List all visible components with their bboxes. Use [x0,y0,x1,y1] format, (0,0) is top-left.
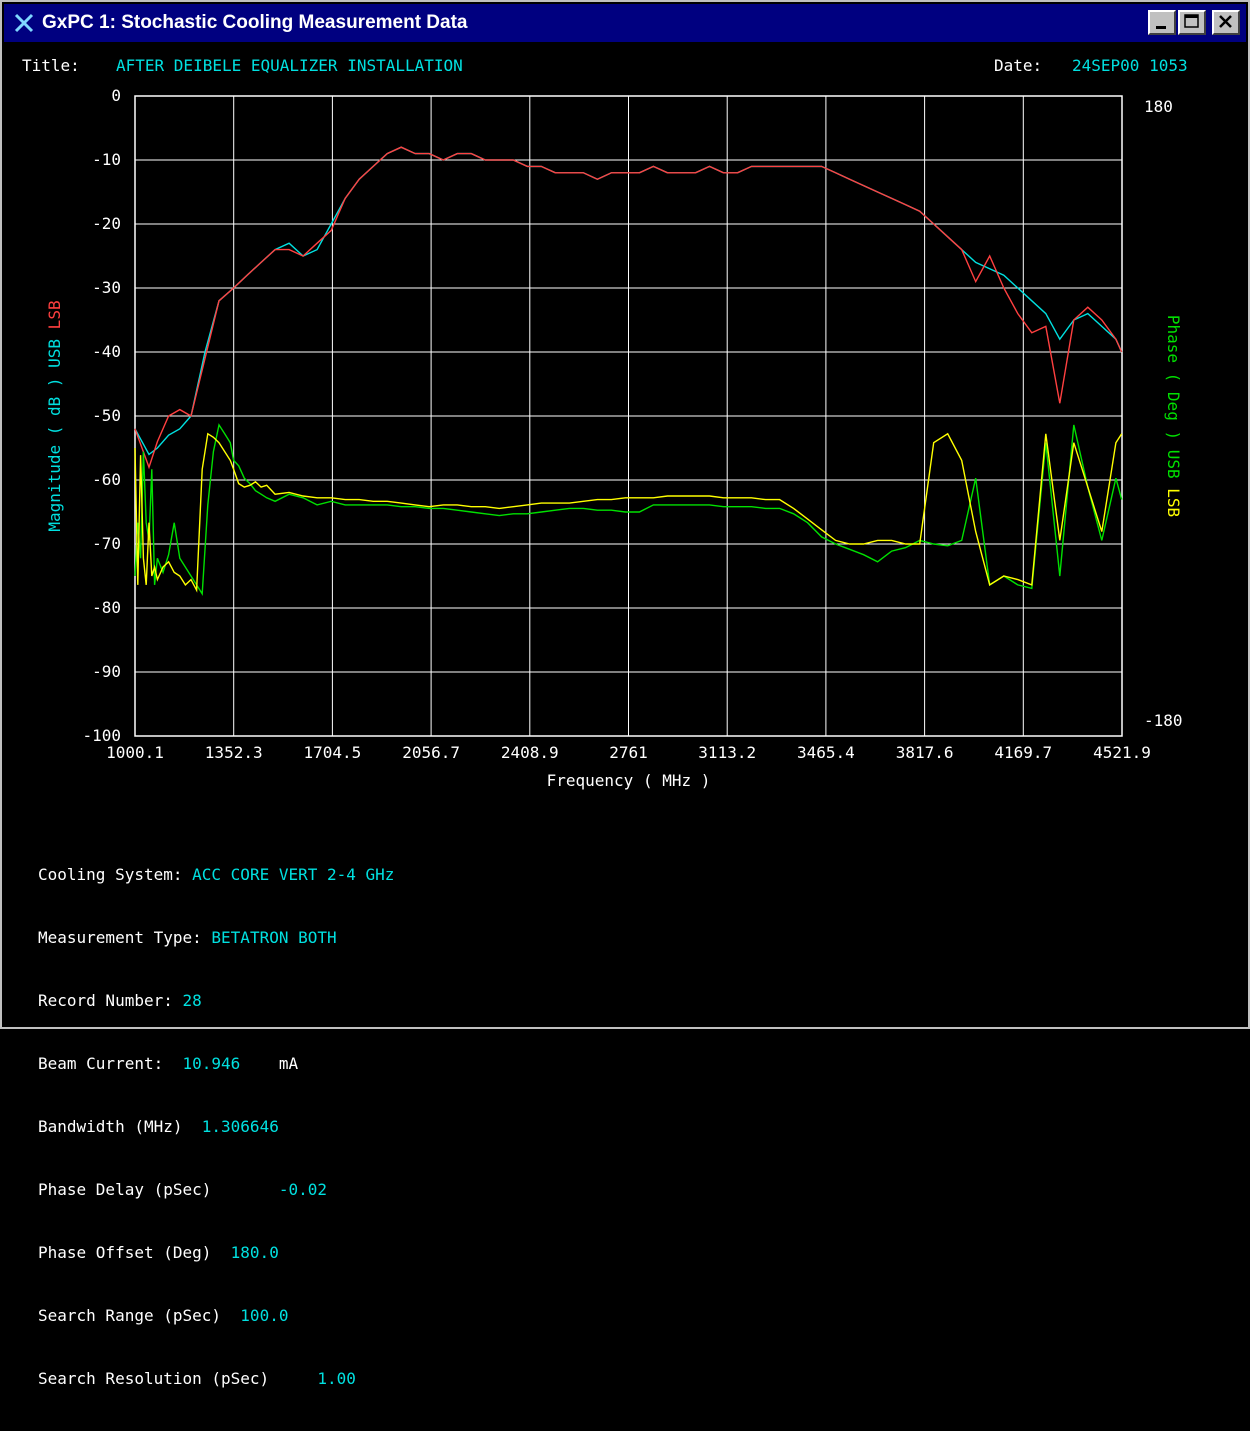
search-resolution-value: 1.00 [317,1369,356,1388]
y-tick-label: -70 [92,534,121,553]
series-line-magnitude-lsb [134,146,1123,470]
y-tick-label: -100 [82,726,121,745]
beam-current-label: Beam Current: [38,1054,164,1073]
phase-offset-value: 180.0 [230,1243,279,1262]
y-tick-label: -30 [92,278,121,297]
minimize-button[interactable] [1148,10,1176,35]
x-tick-label: 4521.9 [1093,743,1151,762]
y-tick-label: -80 [92,598,121,617]
maximize-icon [1184,14,1199,28]
record-number-value: 28 [182,991,202,1010]
y2-tick-label-bottom: -180 [1144,711,1183,730]
cooling-system-label: Cooling System: [38,865,183,884]
left-axis-label-text: Magnitude ( dB ) USB LSB [45,300,64,531]
right-axis-label: Phase ( Deg ) USB LSB [1164,315,1183,517]
y-tick-label: -60 [92,470,121,489]
y-tick-label: -40 [92,342,121,361]
x-tick-label: 1704.5 [304,743,362,762]
date-value: 24SEP00 1053 [1072,56,1188,75]
window-title: GxPC 1: Stochastic Cooling Measurement D… [42,12,468,33]
bandwidth-label: Bandwidth (MHz) [38,1117,183,1136]
right-axis-label-text: Phase ( Deg ) USB LSB [1164,315,1183,517]
record-number-label: Record Number: [38,991,173,1010]
title-value: AFTER DEIBELE EQUALIZER INSTALLATION [116,56,463,75]
measurement-type-value: BETATRON BOTH [211,928,337,947]
close-button[interactable] [1212,10,1240,35]
measurement-type-label: Measurement Type: [38,928,202,947]
y-tick-label: -50 [92,406,121,425]
beam-current-value: 10.946 [182,1054,241,1073]
search-range-label: Search Range (pSec) [38,1306,222,1325]
search-resolution-label: Search Resolution (pSec) [38,1369,270,1388]
app-window: GxPC 1: Stochastic Cooling Measurement D… [0,0,1250,1388]
x-tick-label: 1000.1 [106,743,164,762]
left-axis-label: Magnitude ( dB ) USB LSB [45,300,64,531]
y-tick-label: -20 [92,214,121,233]
series-line-phase-lsb [134,432,1123,593]
info-panel: Cooling System: ACC CORE VERT 2-4 GHz Me… [38,822,394,1431]
y-tick-label: 0 [111,86,121,105]
x-tick-label: 2408.9 [501,743,559,762]
minimize-icon [1156,26,1166,29]
phase-delay-label: Phase Delay (pSec) [38,1180,212,1199]
cooling-system-value: ACC CORE VERT 2-4 GHz [192,865,395,884]
chart: 1000.1 1352.3 1704.5 2056.7 2408.9 2761 3113.2… [45,86,1183,790]
x-tick-label: 1352.3 [205,743,263,762]
title-label: Title: [22,56,80,75]
y-tick-label: -10 [92,150,121,169]
x-tick-label: 4169.7 [994,743,1052,762]
y-tick-label: -90 [92,662,121,681]
x-tick-label: 3113.2 [698,743,756,762]
maximize-button[interactable] [1178,10,1206,35]
x-logo-icon [12,11,36,35]
x-tick-label: 2056.7 [402,743,460,762]
y2-tick-label-top: 180 [1144,97,1173,116]
phase-delay-value: -0.02 [278,1180,327,1199]
beam-current-unit: mA [278,1054,299,1073]
bandwidth-value: 1.306646 [201,1117,279,1136]
title-bar[interactable]: GxPC 1: Stochastic Cooling Measurement D… [4,4,1246,42]
x-axis-label: Frequency ( MHz ) [547,771,711,790]
close-icon [1219,15,1232,28]
phase-offset-label: Phase Offset (Deg) [38,1243,212,1262]
measurement-screen: Title: AFTER DEIBELE EQUALIZER INSTALLAT… [4,42,1246,1388]
x-tick-label: 3465.4 [797,743,855,762]
date-label: Date: [994,56,1043,75]
x-tick-label: 3817.6 [896,743,954,762]
x-tick-label: 2761 [609,743,648,762]
search-range-value: 100.0 [240,1306,289,1325]
